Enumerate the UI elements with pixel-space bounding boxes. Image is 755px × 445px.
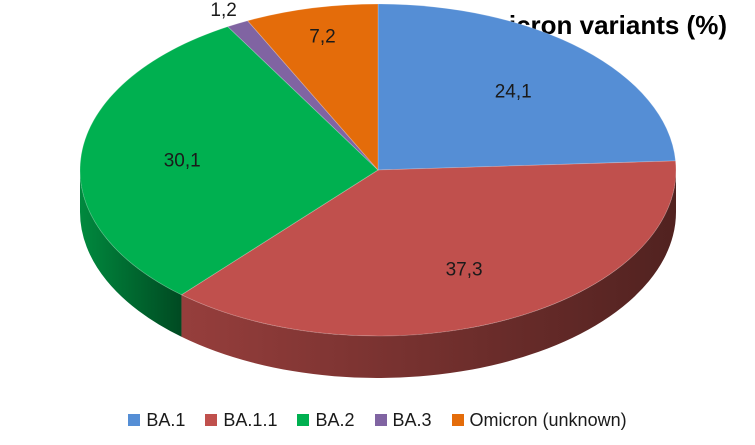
pie-slice-ba-2[interactable] xyxy=(79,26,379,296)
legend-swatch xyxy=(297,414,310,426)
pie-side-layer xyxy=(80,170,676,379)
legend: BA.1 BA.1.1 BA.2 BA.3 Omicron (unknown) xyxy=(0,405,755,435)
legend-swatch xyxy=(374,414,387,426)
legend-item-omicron-unknown: Omicron (unknown) xyxy=(451,409,627,431)
legend-label: BA.1 xyxy=(146,409,186,430)
pie-slice-ba-1[interactable] xyxy=(377,3,676,171)
legend-swatch xyxy=(205,414,218,426)
pie-chart: 24,1 37,3 30,1 1,2 7,2 xyxy=(79,0,677,379)
legend-label: Omicron (unknown) xyxy=(469,409,627,430)
data-label-ba-3: 1,2 xyxy=(210,0,236,21)
pie-top-layer xyxy=(79,3,677,337)
pie-slice-ba-1-1[interactable] xyxy=(180,160,677,337)
pie-slice-ba-3[interactable] xyxy=(227,20,379,171)
data-label-ba-1: 24,1 xyxy=(495,81,532,102)
legend-swatch xyxy=(128,414,141,426)
legend-item-ba-1: BA.1 xyxy=(128,410,185,431)
pie-side-ba-1-1 xyxy=(181,170,676,379)
legend-swatch xyxy=(451,414,464,426)
pie-side-ba-2 xyxy=(80,170,182,337)
legend-label: BA.3 xyxy=(392,409,432,430)
data-label-ba-2: 30,1 xyxy=(164,151,201,172)
pie-slice-omicron-unknown[interactable] xyxy=(246,3,379,172)
legend-label: BA.2 xyxy=(315,409,355,430)
data-label-ba-1-1: 37,3 xyxy=(446,260,483,281)
data-label-omicron-unknown: 7,2 xyxy=(309,27,335,48)
legend-label: BA.1.1 xyxy=(223,409,278,430)
legend-item-ba-3: BA.3 xyxy=(374,409,432,431)
pie-label-layer: 24,1 37,3 30,1 1,2 7,2 xyxy=(164,0,532,281)
legend-item-ba-2: BA.2 xyxy=(297,409,355,431)
legend-item-ba-1-1: BA.1.1 xyxy=(205,410,277,431)
